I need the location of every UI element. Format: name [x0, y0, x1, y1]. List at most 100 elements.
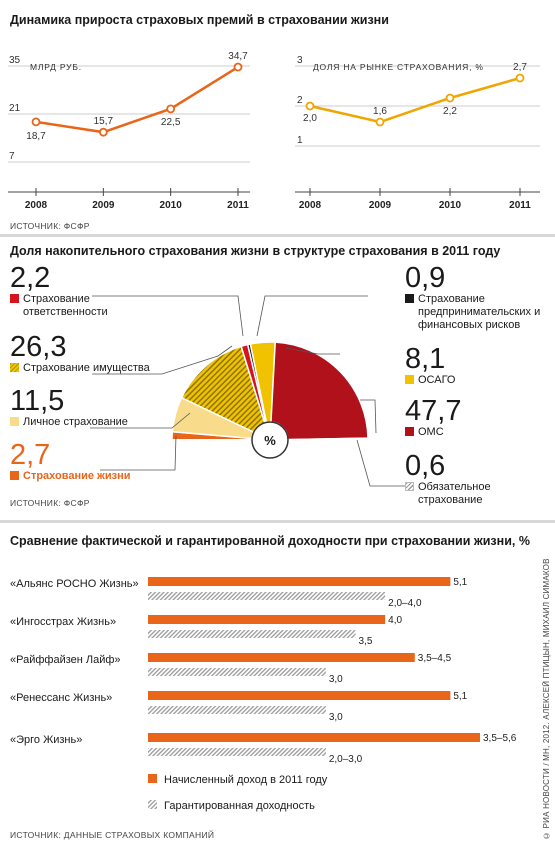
data-point	[305, 101, 315, 111]
legend-label-accrued: Начисленный доход в 2011 году	[164, 774, 328, 786]
accrued-yield-label: 5,1	[453, 691, 467, 702]
data-label: 18,7	[26, 131, 46, 142]
slice-name: Личное страхование	[23, 416, 128, 428]
y-axis-label: МЛРД РУБ.	[30, 62, 82, 72]
yield-bar-chart: «Альянс РОСНО Жизнь» 5,1 2,0–4,0 «Ингосстра…	[10, 577, 517, 812]
dark-red-swatch	[405, 427, 414, 436]
slice-value: 11,5	[10, 385, 65, 417]
slice-label-zhizn: 2,7 Страхование жизни	[10, 441, 130, 483]
series-line	[35, 65, 239, 134]
data-point	[375, 117, 385, 127]
guaranteed-yield-label: 2,0–3,0	[329, 754, 363, 765]
grey-hatch-swatch	[405, 482, 414, 491]
premium-line-chart: 7 21 35 МЛРД РУБ. 2008 2009 2010 2011 18,7 15,7 22…	[8, 51, 250, 211]
slice-label-lichnoe: 11,5 Личное страхование	[10, 387, 128, 429]
middle-source: ИСТОЧНИК: ФСФР	[10, 498, 90, 508]
slice-value: 8,1	[405, 343, 446, 375]
data-label: 22,5	[161, 117, 181, 128]
guaranteed-yield-bar	[148, 630, 356, 638]
slice-oms	[270, 341, 369, 441]
accrued-yield-label: 5,1	[453, 577, 467, 588]
top-source: ИСТОЧНИК: ФСФР	[10, 221, 90, 231]
slice-name: Обязательное страхование	[418, 481, 491, 506]
company-label: «Альянс РОСНО Жизнь»	[10, 578, 139, 590]
bottom-title: Сравнение фактической и гарантированной …	[10, 534, 530, 548]
accrued-yield-bar	[148, 691, 451, 700]
slice-name: ОМС	[418, 426, 444, 438]
accrued-yield-bar	[148, 653, 415, 662]
guaranteed-yield-label: 3,0	[329, 674, 343, 685]
company-label: «Ренессанс Жизнь»	[10, 692, 112, 704]
y-tick-label: 7	[9, 151, 15, 162]
guaranteed-yield-bar	[148, 748, 326, 756]
y-tick-label: 21	[9, 103, 21, 114]
slice-value: 2,7	[10, 439, 51, 471]
x-tick-label: 2008	[299, 200, 322, 211]
company-label: «Эрго Жизнь»	[10, 734, 82, 746]
slice-label-osago: 8,1 ОСАГО	[405, 345, 456, 387]
x-tick-label: 2009	[369, 200, 392, 211]
y-axis-label: ДОЛЯ НА РЫНКЕ СТРАХОВАНИЯ, %	[313, 62, 484, 72]
slice-value: 47,7	[405, 395, 462, 427]
x-tick-label: 2009	[92, 200, 115, 211]
divider-1	[0, 234, 555, 237]
slice-value: 0,9	[405, 262, 446, 294]
accrued-yield-bar	[148, 733, 480, 742]
slice-label-oms: 47,7 ОМС	[405, 397, 461, 439]
y-tick-label: 2	[297, 95, 303, 106]
guaranteed-yield-label: 3,5	[359, 636, 373, 647]
legend-swatch-guaranteed	[148, 800, 157, 809]
x-tick-label: 2010	[160, 200, 183, 211]
guaranteed-yield-bar	[148, 706, 326, 714]
slice-name: ОСАГО	[418, 374, 456, 386]
insurance-structure-chart: %	[90, 295, 405, 487]
legend-label-guaranteed: Гарантированная доходность	[164, 800, 315, 812]
orange-swatch	[10, 471, 19, 480]
bottom-source: ИСТОЧНИК: ДАННЫЕ СТРАХОВЫХ КОМПАНИЙ	[10, 830, 215, 840]
company-label: «Райффайзен Лайф»	[10, 654, 121, 666]
y-tick-label: 1	[297, 135, 303, 146]
legend-swatch-accrued	[148, 774, 157, 783]
data-point	[233, 62, 243, 72]
x-tick-label: 2011	[509, 200, 531, 211]
data-point	[98, 127, 108, 137]
credit-text: © РИА НОВОСТИ / МН, 2012. АЛЕКСЕЙ ПТИЦЫН…	[542, 558, 551, 840]
center-percent-label: %	[264, 433, 276, 448]
data-point	[445, 93, 455, 103]
slice-name: Страхование имущества	[23, 362, 150, 374]
black-swatch	[405, 294, 414, 303]
slice-name: Страхование ответственности	[23, 293, 108, 318]
data-label: 2,2	[443, 106, 457, 117]
data-point	[515, 73, 525, 83]
divider-2	[0, 520, 555, 523]
yellow-hatch-swatch	[10, 363, 19, 372]
top-title: Динамика прироста страховых премий в стр…	[10, 13, 389, 27]
red-swatch	[10, 294, 19, 303]
data-label: 2,7	[513, 62, 527, 73]
slice-label-otvetstvennost: 2,2 Страхование ответственности	[10, 264, 128, 319]
slice-name: Страхование предпринимательских и финанс…	[418, 293, 541, 331]
company-label: «Ингосстрах Жизнь»	[10, 616, 116, 628]
data-label: 34,7	[228, 51, 248, 62]
center-circle	[251, 421, 289, 459]
yellow-swatch	[405, 375, 414, 384]
guaranteed-yield-label: 3,0	[329, 712, 343, 723]
guaranteed-yield-bar	[148, 668, 326, 676]
accrued-yield-label: 3,5–4,5	[418, 653, 452, 664]
x-tick-label: 2011	[227, 200, 249, 211]
data-point	[166, 104, 176, 114]
accrued-yield-bar	[148, 577, 451, 586]
y-tick-label: 35	[9, 55, 21, 66]
series-line	[309, 76, 521, 124]
data-label: 15,7	[94, 116, 114, 127]
share-line-chart: 1 2 3 ДОЛЯ НА РЫНКЕ СТРАХОВАНИЯ, % 2008 2009 2…	[295, 55, 540, 211]
slice-label-imushchestvo: 26,3 Страхование имущества	[10, 333, 150, 375]
slice-label-predprinimatelskie: 0,9 Страхование предпринимательских и фи…	[405, 264, 543, 332]
slice-value: 0,6	[405, 450, 446, 482]
slice-value: 2,2	[10, 262, 51, 294]
data-point	[31, 117, 41, 127]
guaranteed-yield-label: 2,0–4,0	[388, 598, 422, 609]
y-tick-label: 3	[297, 55, 303, 66]
x-tick-label: 2010	[439, 200, 462, 211]
slice-label-obyazatelnoe: 0,6 Обязательное страхование	[405, 452, 508, 507]
